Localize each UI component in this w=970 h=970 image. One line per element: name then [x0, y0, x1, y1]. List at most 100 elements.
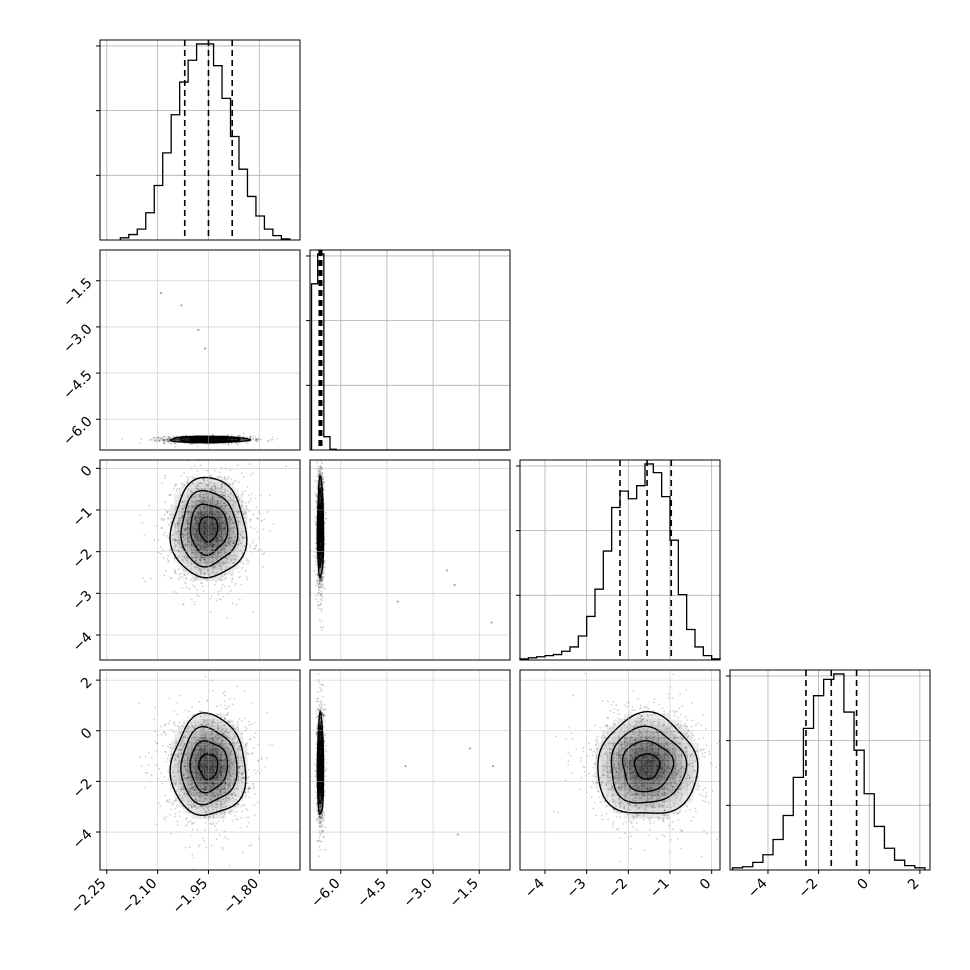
sample-point — [220, 486, 223, 489]
density-cell — [234, 517, 239, 524]
sample-point — [221, 482, 223, 485]
sample-point — [217, 512, 220, 514]
sample-point — [231, 520, 234, 523]
sample-point — [168, 439, 171, 442]
sample-point — [234, 582, 237, 585]
sample-point — [232, 554, 235, 557]
sample-point — [201, 501, 203, 504]
sample-point — [319, 487, 322, 490]
sample-point — [319, 487, 321, 489]
hist-panel-0 — [96, 39, 301, 241]
sample-point — [186, 543, 189, 546]
sample-point — [216, 562, 218, 565]
sample-point — [201, 496, 204, 499]
sample-point — [211, 498, 214, 501]
sample-point — [173, 538, 176, 541]
sample-point — [229, 543, 231, 546]
sample-point — [144, 580, 146, 583]
sample-point — [223, 527, 226, 529]
density-cell — [217, 488, 222, 495]
sample-point — [232, 540, 235, 542]
sample-point — [322, 585, 325, 588]
sample-point — [185, 438, 188, 440]
sample-point — [182, 603, 184, 605]
sample-point — [315, 557, 317, 560]
sample-point — [243, 438, 246, 441]
sample-point — [181, 558, 184, 561]
density-cell — [225, 488, 231, 495]
sample-point — [314, 480, 317, 483]
sample-point — [211, 510, 213, 512]
sample-point — [229, 438, 232, 441]
sample-point — [248, 520, 251, 523]
density-cell — [191, 482, 196, 489]
sample-point — [212, 549, 215, 552]
sample-point — [171, 539, 174, 542]
sample-point — [230, 492, 233, 495]
sample-point — [249, 437, 252, 439]
density-cell — [217, 551, 222, 558]
sample-point — [177, 556, 179, 559]
sample-point — [319, 557, 322, 560]
sample-point — [163, 513, 166, 516]
sample-point — [180, 516, 183, 519]
sample-point — [178, 541, 181, 544]
density-cell — [195, 505, 201, 512]
panel-background — [100, 460, 300, 660]
sample-point — [219, 490, 222, 493]
sample-point — [192, 584, 195, 587]
sample-point — [240, 583, 243, 586]
sample-point — [319, 598, 322, 601]
density-cell — [187, 438, 192, 440]
density-cell — [229, 439, 235, 440]
sample-point — [230, 438, 233, 441]
sample-point — [175, 572, 177, 574]
sample-point — [204, 434, 207, 436]
sample-point — [248, 463, 251, 465]
sample-point — [239, 532, 242, 535]
sample-point — [179, 576, 182, 579]
sample-point — [185, 544, 188, 547]
sample-point — [194, 540, 196, 543]
sample-point — [197, 512, 200, 515]
density-cell — [208, 482, 214, 489]
sample-point — [218, 563, 221, 566]
sample-point — [323, 503, 326, 505]
sample-point — [187, 527, 189, 530]
sample-point — [320, 602, 323, 605]
sample-point — [183, 505, 186, 508]
density-cell — [320, 511, 321, 518]
density-cell — [221, 494, 226, 501]
sample-point — [267, 440, 270, 443]
sample-point — [246, 436, 248, 439]
density-cell — [208, 494, 214, 501]
sample-point — [197, 565, 200, 568]
sample-point — [252, 438, 255, 441]
density-cell — [182, 439, 188, 441]
sample-point — [192, 552, 195, 555]
sample-point — [319, 558, 322, 561]
sample-point — [256, 517, 259, 520]
sample-point — [186, 556, 189, 559]
panel-content — [138, 454, 288, 619]
sample-point — [174, 438, 177, 441]
sample-point — [184, 543, 187, 546]
sample-point — [208, 560, 211, 563]
density-cell — [229, 551, 235, 558]
sample-point — [221, 520, 224, 523]
sample-point — [243, 432, 245, 435]
sample-point — [206, 579, 208, 581]
sample-point — [211, 454, 213, 456]
sample-point — [186, 438, 189, 441]
sample-point — [222, 527, 225, 530]
density-cell — [195, 569, 201, 576]
sample-point — [233, 541, 236, 543]
sample-point — [320, 620, 323, 623]
density-cell — [174, 440, 179, 441]
sample-point — [177, 530, 180, 533]
sample-point — [315, 494, 317, 497]
sample-point — [219, 515, 222, 518]
sample-point — [202, 493, 205, 496]
density-cell — [199, 517, 205, 524]
sample-point — [148, 505, 151, 507]
